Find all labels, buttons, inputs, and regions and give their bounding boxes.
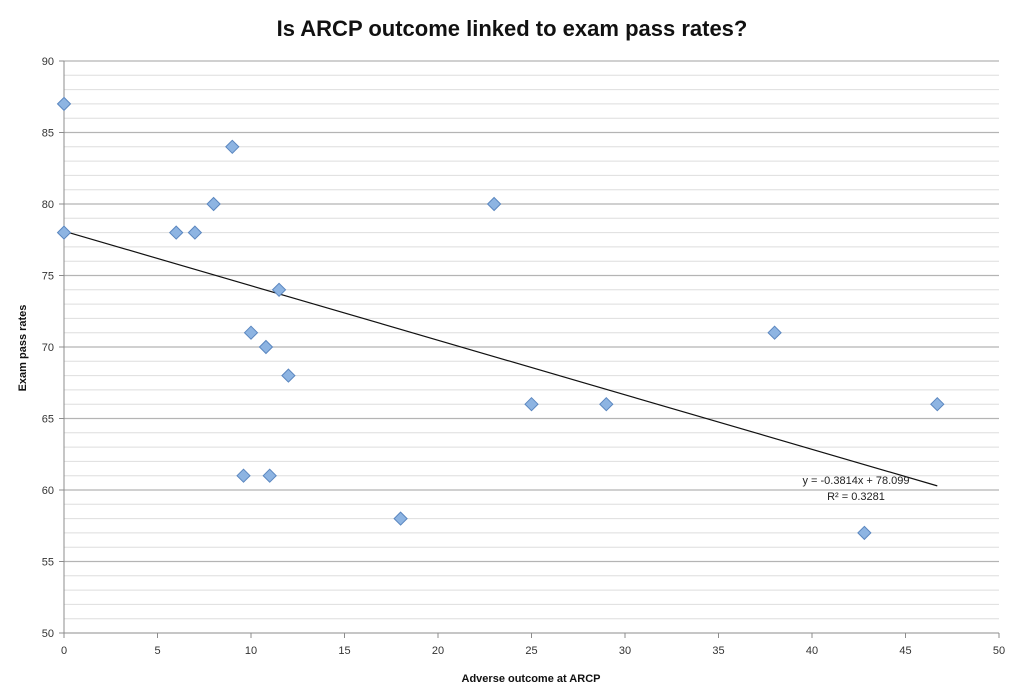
y-tick-label: 65 xyxy=(42,414,54,426)
y-tick-label: 55 xyxy=(42,557,54,569)
y-tick-label: 70 xyxy=(42,342,54,354)
y-tick-label: 50 xyxy=(42,628,54,640)
x-tick-label: 0 xyxy=(61,645,67,657)
data-point xyxy=(56,96,72,112)
data-point xyxy=(393,511,408,526)
data-point xyxy=(281,368,296,383)
data-point xyxy=(187,225,203,240)
trendline xyxy=(63,230,938,487)
data-point xyxy=(262,468,277,483)
data-point xyxy=(168,225,184,240)
x-tick-label: 30 xyxy=(619,645,631,657)
y-tick-label: 80 xyxy=(42,199,54,211)
data-point xyxy=(524,396,539,412)
y-axis-label: Exam pass rates xyxy=(17,305,29,392)
data-point xyxy=(225,139,240,155)
y-tick-label: 60 xyxy=(42,485,54,497)
gridlines xyxy=(64,60,999,620)
data-point xyxy=(56,225,72,240)
data-point xyxy=(930,396,945,412)
data-point xyxy=(857,525,872,541)
x-axis-label: Adverse outcome at ARCP xyxy=(462,673,601,685)
data-point xyxy=(767,325,782,340)
data-point xyxy=(599,396,614,412)
data-point xyxy=(206,196,221,212)
x-tick-label: 25 xyxy=(525,645,537,657)
x-tick-label: 50 xyxy=(993,645,1005,657)
axes xyxy=(59,60,1000,638)
data-point xyxy=(486,196,502,212)
y-tick-label: 90 xyxy=(42,56,54,68)
data-point xyxy=(258,339,274,355)
x-tick-label: 15 xyxy=(338,645,350,657)
x-tick-label: 10 xyxy=(245,645,257,657)
chart-title: Is ARCP outcome linked to exam pass rate… xyxy=(277,16,748,41)
data-point xyxy=(271,282,287,298)
x-tick-label: 45 xyxy=(899,645,911,657)
x-tick-label: 35 xyxy=(712,645,724,657)
data-points xyxy=(56,96,945,541)
trendline-r-squared: R² = 0.3281 xyxy=(827,491,885,503)
trendline-group xyxy=(63,230,938,487)
data-point xyxy=(236,468,251,483)
x-tick-label: 5 xyxy=(154,645,160,657)
trendline-equation: y = -0.3814x + 78.099 xyxy=(802,475,909,487)
y-tick-label: 85 xyxy=(42,128,54,140)
y-tick-labels: 50 55 60 65 70 75 80 85 90 xyxy=(42,56,54,640)
x-tick-labels: 0 5 10 15 20 25 30 35 40 45 50 xyxy=(61,645,1005,657)
y-tick-label: 75 xyxy=(42,271,54,283)
data-point xyxy=(243,325,259,340)
x-tick-label: 40 xyxy=(806,645,818,657)
x-tick-label: 20 xyxy=(432,645,444,657)
